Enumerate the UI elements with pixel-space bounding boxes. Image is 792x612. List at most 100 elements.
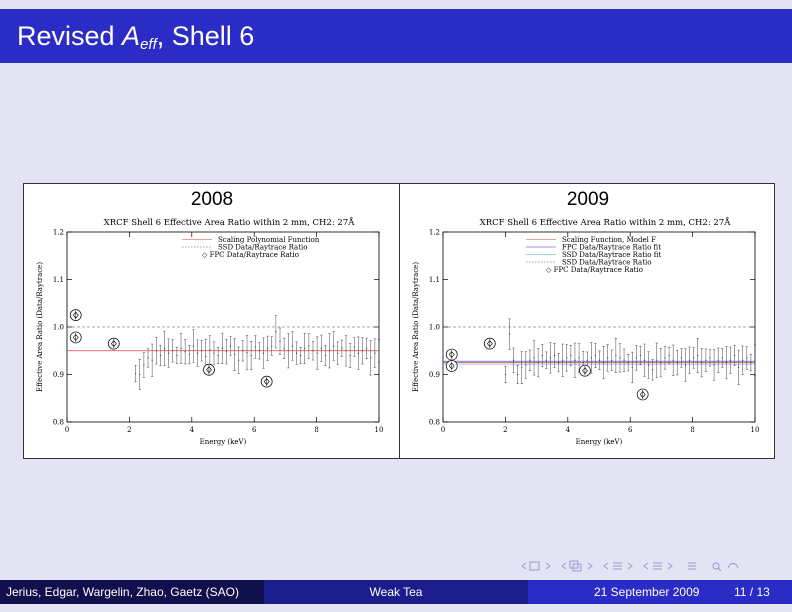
ssd-point (332, 331, 335, 361)
ssd-dot (238, 359, 240, 361)
ssd-point (299, 346, 302, 365)
y-tick-label: 1.1 (53, 276, 64, 284)
y-tick-label: 1.0 (429, 324, 440, 332)
x-tick-label: 0 (65, 426, 69, 434)
ssd-dot (660, 362, 662, 364)
ssd-dot (672, 359, 674, 361)
ssd-point (262, 337, 265, 369)
nav-frame-icon (529, 561, 540, 571)
ssd-dot (312, 350, 314, 352)
x-tick-label: 6 (628, 426, 633, 434)
ssd-dot (586, 359, 588, 361)
ssd-dot (627, 362, 629, 364)
ssd-point (639, 345, 642, 366)
nav-subsection-right-icon (587, 562, 593, 570)
y-tick-label: 0.9 (53, 371, 64, 379)
ssd-point (142, 352, 146, 378)
ssd-dot (541, 354, 543, 357)
ssd-dot (168, 352, 170, 354)
ssd-point (328, 333, 331, 369)
fpc-point (107, 337, 120, 350)
ssd-dot (213, 352, 215, 354)
ssd-dot (205, 355, 207, 358)
ssd-dot (635, 357, 637, 359)
ssd-dot (143, 364, 145, 366)
ssd-point (688, 346, 691, 374)
ssd-point (667, 346, 671, 365)
ssd-point (512, 347, 515, 373)
fpc-point (445, 348, 458, 361)
fpc-point (69, 331, 82, 344)
ssd-point (369, 340, 372, 376)
ssd-dot (512, 359, 515, 361)
ssd-point (536, 348, 540, 378)
ssd-dot (615, 354, 617, 357)
ssd-point (745, 346, 749, 370)
ssd-point (647, 351, 650, 379)
x-tick-label: 4 (566, 426, 571, 434)
fpc-point (260, 375, 273, 388)
fpc-point (579, 364, 591, 377)
ssd-point (287, 333, 290, 369)
ssd-point (307, 333, 311, 359)
x-tick-label: 8 (314, 426, 318, 434)
ssd-point (377, 339, 381, 363)
x-tick-label: 8 (690, 426, 694, 434)
ssd-dot (308, 345, 310, 347)
ssd-dot (652, 369, 654, 371)
y-tick-label: 0.9 (429, 371, 440, 379)
ssd-point (229, 336, 232, 356)
footer: Jerius, Edgar, Wargelin, Zhao, Gaetz (SA… (0, 580, 792, 604)
ssd-dot (180, 347, 182, 349)
ssd-point (315, 336, 319, 370)
ssd-point (163, 330, 166, 366)
legend-label: ◇ FPC Data/Raytrace Ratio (546, 266, 643, 274)
ssd-dot (701, 362, 703, 364)
ssd-point (200, 340, 203, 362)
ssd-dot (159, 354, 161, 357)
ssd-point (569, 344, 573, 367)
ssd-dot (611, 359, 613, 361)
ssd-dot (275, 331, 277, 333)
ssd-point (749, 354, 753, 372)
legend-label: FPC Data/Raytrace Ratio fit (562, 244, 661, 252)
legend-entry: FPC Data/Raytrace Ratio fit (526, 244, 661, 252)
ssd-point (216, 346, 220, 365)
ssd-point (565, 344, 568, 372)
ssd-dot (201, 350, 203, 352)
ssd-dot (508, 333, 511, 335)
ssd-dot (258, 350, 260, 352)
x-tick-label: 2 (127, 426, 131, 434)
ssd-dot (717, 359, 719, 361)
ssd-point (684, 348, 687, 382)
ssd-dot (234, 353, 236, 356)
legend-entry: SSD Data/Raytrace Ratio (526, 259, 652, 267)
ssd-point (266, 335, 269, 361)
ssd-point (146, 348, 150, 368)
ssd-dot (594, 354, 597, 357)
ssd-point (274, 315, 278, 349)
ssd-point (159, 344, 162, 367)
ssd-point (175, 346, 179, 365)
ssd-dot (693, 357, 695, 359)
ssd-point (692, 347, 695, 369)
ssd-point (520, 350, 523, 384)
ssd-dot (697, 354, 699, 357)
fpc-point (203, 363, 215, 376)
ssd-dot (631, 366, 633, 368)
fpc-point (636, 388, 649, 401)
ssd-point (508, 318, 511, 350)
ssd-point (155, 337, 158, 365)
panel-divider (399, 184, 400, 458)
footer-talk-title: Weak Tea (264, 580, 528, 604)
ssd-dot (705, 359, 707, 361)
fpc-point (445, 360, 458, 372)
ssd-dot (656, 359, 658, 361)
ssd-dot (648, 364, 650, 366)
ssd-point (528, 349, 532, 371)
ssd-dot (680, 357, 682, 359)
fpc-point (483, 337, 496, 350)
ssd-point (680, 348, 683, 368)
legend-label: ◇ FPC Data/Raytrace Ratio (202, 251, 299, 259)
ssd-point (348, 342, 352, 369)
